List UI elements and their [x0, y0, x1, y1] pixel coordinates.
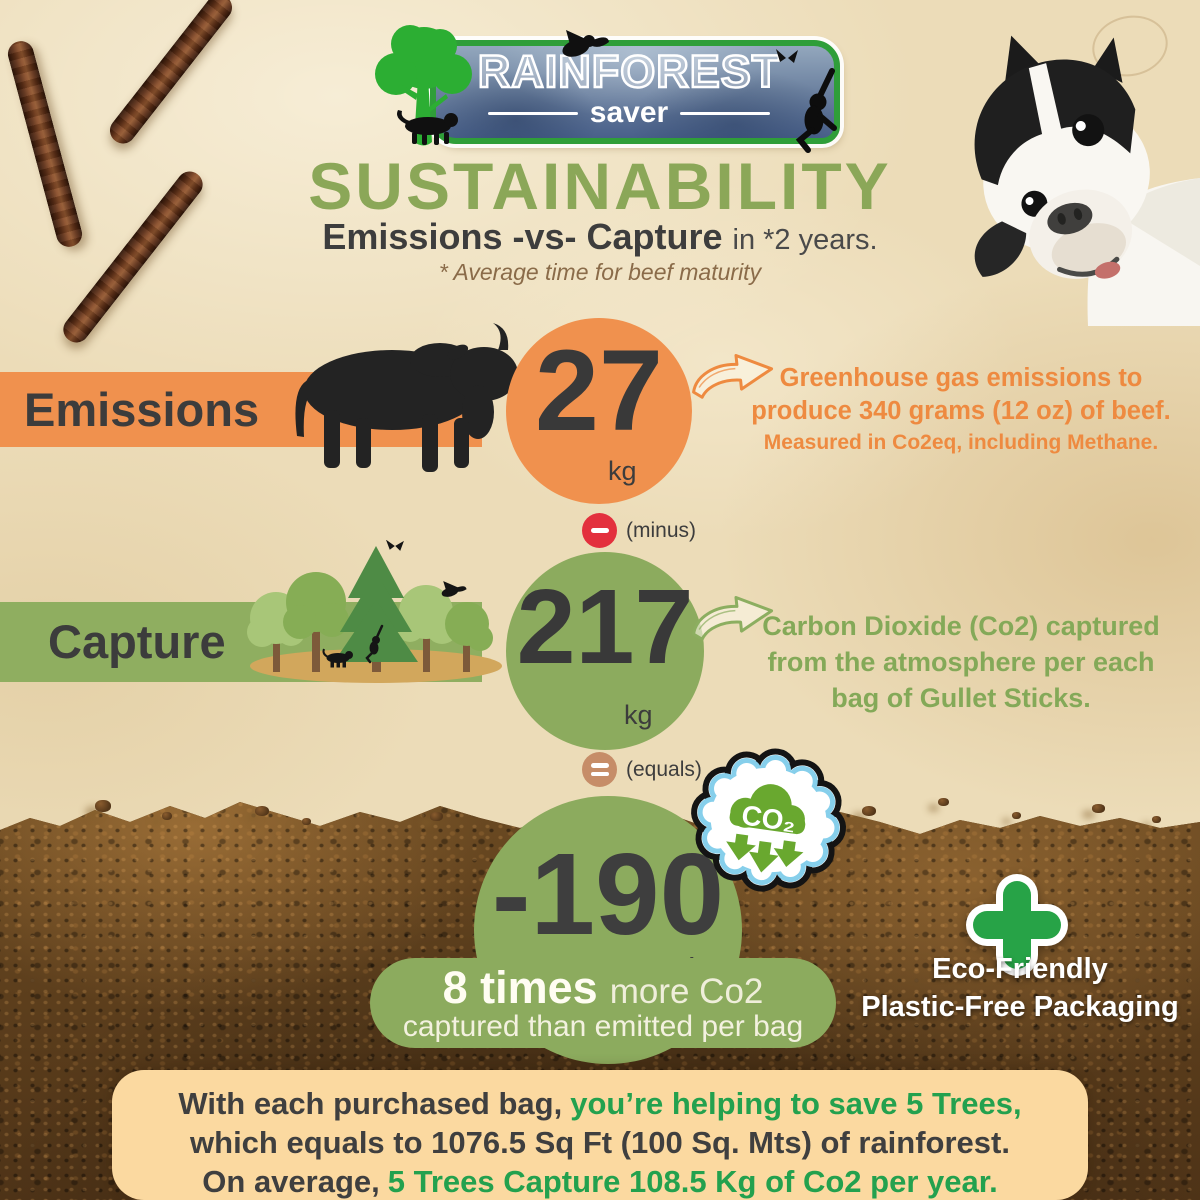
logo: RAINFOREST saver — [372, 25, 842, 153]
result-times-suffix: more Co2 — [609, 972, 764, 1011]
dog-tongue — [1094, 261, 1121, 279]
soil-crumb — [162, 812, 172, 820]
bully-stick — [104, 0, 238, 149]
footnote: * Average time for beef maturity — [438, 259, 762, 285]
footer-line1-dark: With each purchased bag, — [178, 1086, 563, 1121]
equals-bar — [590, 771, 609, 776]
capture-desc-line1: Carbon Dioxide (Co2) captured — [762, 611, 1160, 641]
soil-crumb — [1012, 812, 1021, 819]
soil-crumb — [1152, 816, 1161, 823]
emissions-desc-line2: produce 340 grams (12 oz) of beef. — [751, 397, 1171, 425]
capture-label: Capture — [48, 615, 226, 668]
muzzle-shade — [1051, 223, 1126, 274]
capture-value-circle: 217 kg — [506, 552, 704, 750]
logo-sub-word: saver — [589, 96, 669, 129]
result-line2: captured than emitted per bag — [402, 1010, 804, 1043]
page-subtitle: Emissions -vs- Capture in *2 years. — [0, 216, 1200, 258]
emissions-value-circle: 27 kg — [506, 318, 692, 504]
capture-unit: kg — [624, 700, 653, 730]
result-pill: 8 times more Co2 captured than emitted pe… — [370, 958, 836, 1048]
co2-badge-label: CO₂ — [740, 799, 798, 837]
nostril — [1057, 212, 1066, 225]
soil-crumb — [938, 798, 949, 806]
dog-head — [974, 35, 1150, 279]
co2-badge-icon: CO₂ — [691, 748, 847, 892]
emissions-desc-line1: Greenhouse gas emissions to — [779, 364, 1143, 392]
equals-icon — [582, 752, 617, 787]
logo-brand-text: RAINFOREST — [477, 45, 781, 99]
logo-sub-text: saver — [430, 96, 828, 130]
monkey-icon — [365, 624, 384, 664]
emissions-description: Greenhouse gas emissions to produce 340 … — [726, 362, 1196, 458]
arrow-right-icon — [692, 353, 774, 399]
dog-nose-icon — [1047, 202, 1093, 235]
footer-line2: which equals to 1076.5 Sq Ft (100 Sq. Mt… — [190, 1125, 1010, 1160]
result-value: -190 — [491, 829, 725, 959]
equals-label: (equals) — [626, 758, 702, 781]
mid-trees — [283, 572, 493, 651]
capture-description: Carbon Dioxide (Co2) captured from the a… — [726, 608, 1196, 716]
footer-line3-dark: On average, — [202, 1164, 380, 1199]
butterfly-icon — [386, 540, 404, 551]
footer-banner: With each purchased bag, you’re helping t… — [112, 1070, 1088, 1200]
page-title: SUSTAINABILITY — [308, 149, 892, 223]
nostril — [1073, 208, 1083, 221]
eye-highlight — [1025, 197, 1034, 206]
minus-label: (minus) — [626, 519, 697, 542]
bull-icon — [295, 323, 518, 472]
soil-crumb — [862, 806, 876, 816]
jaguar-icon — [322, 648, 353, 668]
emissions-value: 27 — [535, 327, 663, 455]
footer-line1-green: you’re helping to save 5 Trees, — [570, 1086, 1022, 1121]
minus-bar — [590, 528, 609, 533]
emissions-label: Emissions — [24, 383, 260, 436]
packaging-line1: Eco-Friendly — [932, 953, 1108, 985]
plus-icon — [966, 874, 1068, 976]
packaging-line2: Plastic-Free Packaging — [861, 991, 1179, 1023]
capture-desc-line2: from the atmosphere per each — [767, 647, 1155, 677]
monkey-icon — [795, 68, 837, 153]
soil-crumb — [430, 812, 443, 821]
footer-line1: With each purchased bag, you’re helping t… — [112, 1084, 1088, 1123]
soil-crumb — [302, 818, 311, 825]
result-line1: 8 times more Co2 — [370, 962, 836, 1014]
dog-blaze — [1028, 63, 1063, 141]
subtitle-bold: Emissions -vs- Capture — [322, 216, 723, 257]
soil-crumb — [95, 800, 111, 812]
packaging-text: Eco-Friendly Plastic-Free Packaging — [845, 950, 1195, 1026]
dog-floppy-ear-icon — [974, 221, 1027, 277]
toucan-icon — [441, 581, 467, 597]
jaguar-icon — [397, 110, 458, 145]
butterfly-icon — [776, 49, 798, 63]
footer-line3-green: 5 Trees Capture 108.5 Kg of Co2 per year… — [387, 1164, 998, 1199]
conifer-tree — [334, 546, 418, 662]
eye-highlight — [1075, 120, 1086, 131]
soil-crumb — [255, 806, 269, 816]
minus-icon — [582, 513, 617, 548]
subtitle-rest: in *2 years. — [732, 224, 878, 256]
toucan-icon — [562, 30, 609, 57]
capture-value: 217 — [516, 568, 694, 686]
capture-desc-line3: bag of Gullet Sticks. — [831, 683, 1091, 713]
result-times: 8 times — [442, 962, 598, 1013]
dog-photo — [974, 35, 1200, 326]
co2-cloud — [726, 784, 806, 873]
tree-icon — [375, 25, 472, 146]
soil-crumb — [1092, 804, 1105, 813]
arrow-right-icon — [692, 595, 774, 641]
emissions-desc-line3: Measured in Co2eq, including Methane. — [763, 431, 1159, 454]
equals-bar — [590, 763, 609, 768]
forest-animals — [322, 540, 467, 668]
forest-illustration — [247, 540, 502, 683]
footer-line3: On average, 5 Trees Capture 108.5 Kg of C… — [112, 1162, 1088, 1200]
emissions-unit: kg — [608, 456, 637, 486]
